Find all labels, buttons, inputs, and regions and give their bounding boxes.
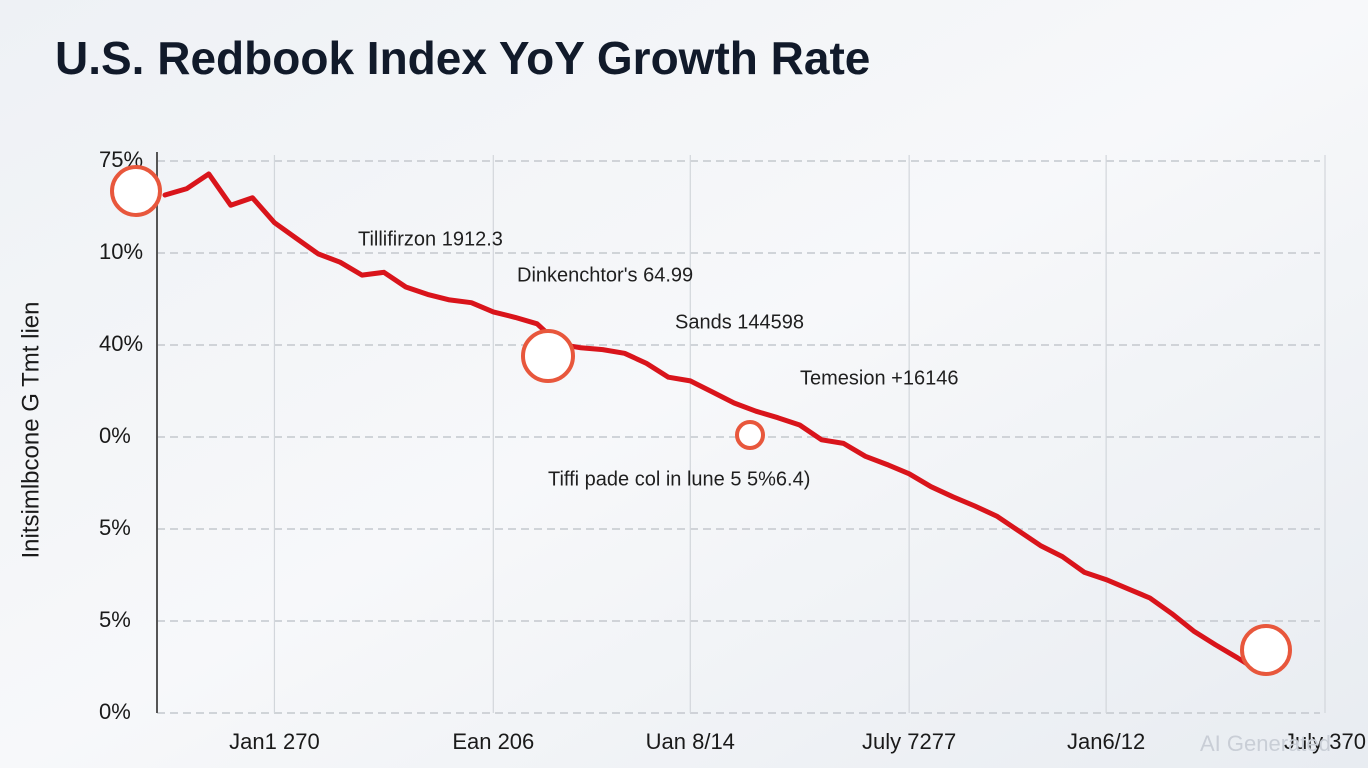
annotations: Tillifirzon 1912.3 Dinkenchtor's 64.99 S… xyxy=(358,228,958,490)
y-axis-label: Initsimlbcone G Tmt lien xyxy=(17,302,44,559)
x-tick-label: July 7277 xyxy=(862,729,956,754)
annotation: Sands 144598 xyxy=(675,311,804,333)
x-tick-label: Jan1 270 xyxy=(229,729,320,754)
x-tick-label: Ean 206 xyxy=(452,729,534,754)
annotation: Tillifirzon 1912.3 xyxy=(358,228,503,250)
y-tick-label: 5% xyxy=(99,515,131,540)
line-series xyxy=(162,171,1262,675)
y-tick-label: 0% xyxy=(99,423,131,448)
markers xyxy=(110,165,1292,676)
annotation: Temesion +16146 xyxy=(800,367,958,389)
watermark: AI Generated xyxy=(1200,731,1331,756)
marker-icon xyxy=(735,420,765,450)
chart-title: U.S. Redbook Index YoY Growth Rate xyxy=(55,32,870,84)
x-tick-label: July 370 xyxy=(1284,729,1366,754)
marker-icon xyxy=(1240,624,1292,676)
grid xyxy=(157,155,1326,714)
y-tick-label: 5% xyxy=(99,607,131,632)
annotation: Tiffi pade col in lune 5 5%6.4) xyxy=(548,468,810,490)
plot: 75%10%40%0%5%5%0%Jan1 270 Ean 206 Uan 8/14… xyxy=(99,147,1366,754)
y-tick-label: 40% xyxy=(99,331,143,356)
marker-icon xyxy=(521,329,575,383)
x-tick-label: Jan6/12 xyxy=(1067,729,1145,754)
marker-icon xyxy=(110,165,162,217)
y-tick-label: 0% xyxy=(99,699,131,724)
annotation: Dinkenchtor's 64.99 xyxy=(517,264,693,286)
y-tick-label: 10% xyxy=(99,239,143,264)
x-tick-label: Uan 8/14 xyxy=(646,729,735,754)
